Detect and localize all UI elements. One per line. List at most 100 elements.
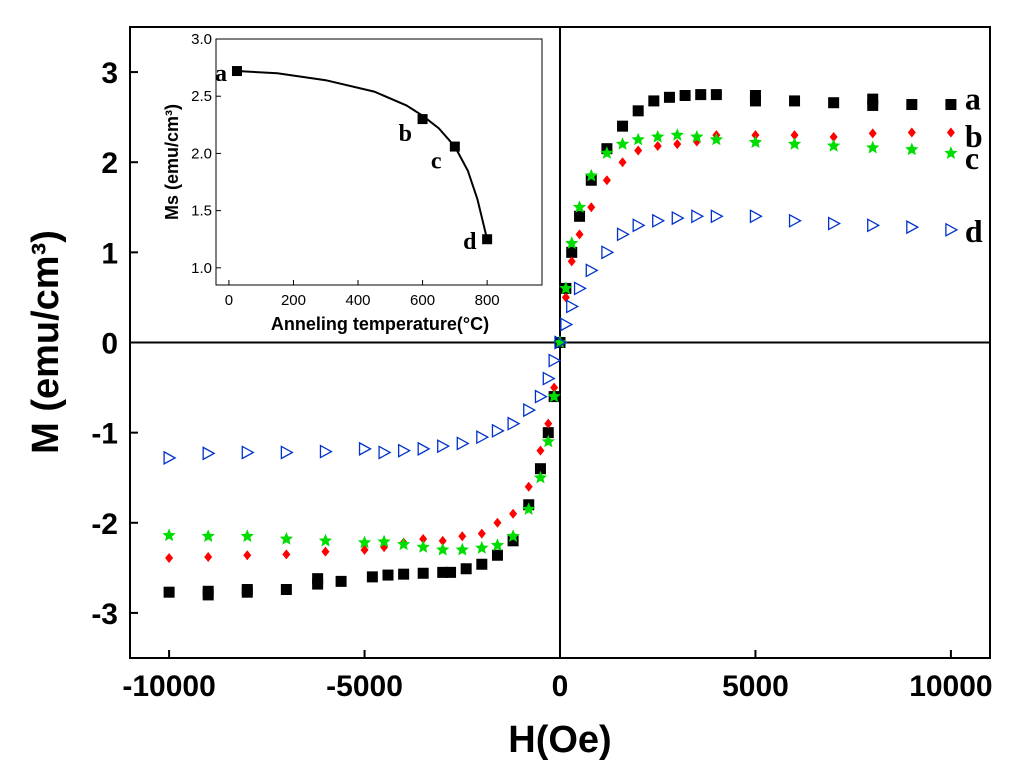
- data-point: [946, 127, 955, 138]
- data-point: [868, 128, 877, 139]
- data-point: [524, 481, 533, 492]
- data-point: [615, 137, 630, 150]
- inset-y-axis-label: Ms (emu/cm³): [162, 104, 182, 220]
- data-point: [907, 127, 916, 138]
- data-point: [671, 211, 685, 226]
- data-point: [476, 430, 490, 445]
- data-point: [335, 575, 347, 587]
- x-tick-label: 5000: [722, 670, 789, 703]
- data-points-group: [162, 89, 959, 601]
- data-point: [366, 571, 378, 583]
- data-point: [491, 549, 503, 561]
- inset-point-d: [482, 234, 493, 245]
- inset-x-tick-label: 800: [475, 292, 500, 309]
- data-point: [789, 95, 801, 107]
- data-point: [567, 256, 576, 267]
- data-point: [709, 132, 723, 146]
- data-point: [509, 508, 518, 519]
- data-point: [445, 566, 457, 578]
- data-point: [241, 583, 253, 595]
- data-point: [653, 140, 662, 151]
- data-point: [631, 132, 645, 146]
- y-tick-label: -2: [91, 508, 118, 541]
- inset-y-tick-label: 1.0: [191, 260, 212, 277]
- y-tick-label: -1: [91, 418, 118, 451]
- data-point: [632, 218, 646, 233]
- inset-y-tick-label: 1.5: [191, 203, 212, 220]
- data-point: [695, 89, 707, 101]
- data-point: [378, 445, 392, 460]
- data-point: [584, 168, 598, 182]
- y-tick-label: 3: [101, 57, 118, 90]
- data-point: [163, 450, 177, 465]
- data-point: [533, 470, 548, 484]
- x-axis-label: H(Oe): [508, 719, 611, 761]
- inset-background: [206, 35, 542, 287]
- data-point: [751, 130, 760, 141]
- data-point: [648, 95, 660, 107]
- data-point: [690, 130, 704, 143]
- data-point: [601, 245, 615, 260]
- data-point: [319, 444, 333, 459]
- data-point: [321, 546, 330, 557]
- series-c: [162, 128, 958, 556]
- data-point: [240, 529, 254, 542]
- data-point: [318, 533, 333, 547]
- x-tick-label: 0: [552, 670, 569, 703]
- x-tick-label: 10000: [909, 670, 992, 703]
- data-point: [536, 445, 545, 456]
- inset-point-label-d: d: [463, 229, 477, 255]
- data-point: [506, 529, 520, 542]
- data-point: [600, 146, 614, 159]
- data-point: [547, 389, 561, 403]
- data-point: [787, 137, 802, 150]
- data-point: [673, 139, 682, 150]
- data-point: [679, 90, 691, 102]
- inset-y-tick-label: 3.0: [191, 31, 212, 48]
- data-point: [561, 292, 570, 303]
- data-point: [691, 209, 705, 224]
- series-b: [165, 127, 955, 563]
- data-point: [710, 89, 722, 101]
- inset-x-tick-label: 200: [281, 292, 306, 309]
- data-point: [437, 439, 451, 454]
- data-point: [867, 93, 879, 105]
- inset-x-tick-label: 600: [410, 292, 435, 309]
- data-point: [312, 573, 324, 585]
- x-tick-label: -10000: [122, 670, 215, 703]
- data-point: [585, 263, 599, 278]
- inset-point-a: [231, 66, 242, 77]
- data-point: [419, 534, 428, 545]
- data-point: [566, 299, 580, 314]
- y-tick-label: -3: [91, 598, 118, 631]
- y-axis-label: M (emu/cm³): [25, 230, 67, 454]
- inset-x-tick-label: 0: [225, 292, 233, 309]
- y-tick-label: 0: [101, 328, 118, 361]
- data-point: [202, 446, 216, 461]
- main-ticks-group: -10000 -5000 0 5000 10000 -3 -2 -1 0 1 2 3: [91, 57, 992, 703]
- data-point: [541, 434, 555, 448]
- data-point: [749, 95, 761, 107]
- data-point: [542, 371, 556, 386]
- data-point: [477, 528, 486, 539]
- data-point: [436, 542, 450, 556]
- data-point: [559, 281, 573, 295]
- data-point: [617, 120, 629, 132]
- data-point: [360, 544, 369, 555]
- data-point: [382, 569, 394, 581]
- inset-x-tick-label: 400: [346, 292, 371, 309]
- data-point: [548, 353, 562, 368]
- curve-label-a: a: [965, 80, 981, 116]
- data-point: [280, 583, 292, 595]
- data-point: [565, 236, 579, 249]
- data-point: [456, 436, 470, 451]
- data-point: [507, 535, 519, 547]
- inset-ticks-group: 0 200 400 600 800 1.0 1.5 2.0 2.5 3.0: [191, 31, 500, 309]
- data-point: [587, 202, 596, 213]
- data-point: [357, 535, 372, 549]
- data-point: [475, 541, 489, 554]
- data-point: [788, 213, 802, 228]
- curve-label-d: d: [965, 213, 983, 249]
- x-tick-label: -5000: [326, 670, 403, 703]
